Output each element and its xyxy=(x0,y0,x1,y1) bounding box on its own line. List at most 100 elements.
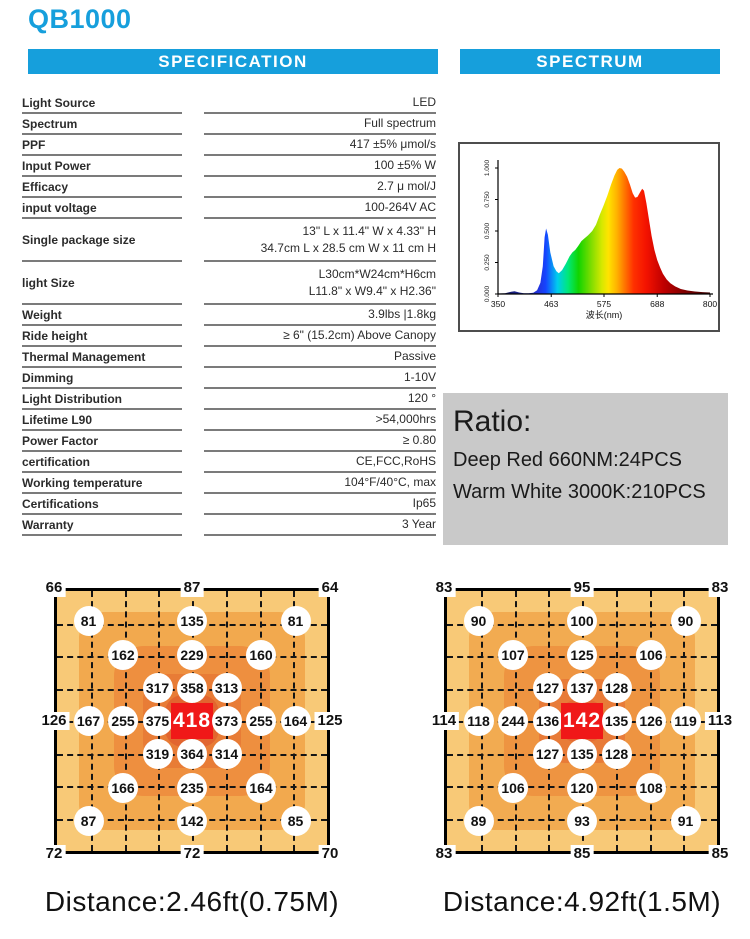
spec-row-value: 3.9lbs |1.8kg xyxy=(204,305,436,326)
svg-text:463: 463 xyxy=(544,299,558,309)
heatmap-value: 255 xyxy=(108,706,138,736)
spec-row-label: Light Source xyxy=(22,93,182,114)
heatmap-value: 375 xyxy=(142,706,173,736)
heatmap-value: 126 xyxy=(636,706,666,736)
spec-row-value: 104°F/40°C, max xyxy=(204,473,436,494)
heatmap-value: 128 xyxy=(601,739,632,770)
heatmap-value: 72 xyxy=(180,845,204,863)
spec-row-value: 13" L x 11.4" W x 4.33" H 34.7cm L x 28.5… xyxy=(204,219,436,262)
spec-row-label: Input Power xyxy=(22,156,182,177)
heatmap-value: 244 xyxy=(498,706,528,736)
heatmap-far: Distance:4.92ft(1.5M) 83 95 83 90 100 90 107 12… xyxy=(414,578,750,917)
spec-row-value: Ip65 xyxy=(204,494,436,515)
spec-row-label: Warranty xyxy=(22,515,182,536)
heatmap-near: Distance:2.46ft(0.75M) 66 87 64 81 135 81 162 2… xyxy=(24,578,360,917)
spectrum-header-bar: SPECTRUM xyxy=(460,49,720,74)
heatmap-value: 100 xyxy=(567,606,597,637)
heatmap-value: 166 xyxy=(108,772,138,803)
heatmap-value: 81 xyxy=(280,606,311,637)
heatmap-value: 70 xyxy=(318,845,342,863)
ratio-box: Ratio: Deep Red 660NM:24PCS Warm White 3… xyxy=(443,393,728,545)
spec-row-label: Efficacy xyxy=(22,177,182,198)
spec-row: Working temperature 104°F/40°C, max xyxy=(22,473,436,494)
heatmap-value: 93 xyxy=(567,805,597,836)
spec-row: light Size L30cm*W24cm*H6cm L11.8" x W9.4"… xyxy=(22,262,436,305)
heatmap-value: 107 xyxy=(498,639,528,670)
svg-text:1.000: 1.000 xyxy=(484,159,491,176)
heatmap-value: 137 xyxy=(567,672,597,703)
heatmap-value: 106 xyxy=(636,639,666,670)
spec-row: Ride height ≥ 6" (15.2cm) Above Canopy xyxy=(22,326,436,347)
heatmap-value: 160 xyxy=(246,639,276,670)
heatmap-value: 87 xyxy=(73,805,104,836)
spectrum-chart: 350 463 575 688 800 0.000 0.250 0.500 0.750 1.000… xyxy=(458,142,720,332)
spec-row: Dimming 1-10V xyxy=(22,368,436,389)
spec-row-label: Dimming xyxy=(22,368,182,389)
heatmap-value: 373 xyxy=(211,706,242,736)
heatmap-value: 317 xyxy=(142,672,173,703)
heatmap-value: 142 xyxy=(177,805,207,836)
heatmap-value: 118 xyxy=(463,706,494,736)
spec-row-label: PPF xyxy=(22,135,182,156)
heatmap-value: 313 xyxy=(211,672,242,703)
spec-table: Light Source LED Spectrum Full spectrum PPF 4… xyxy=(22,93,436,536)
spec-row-label: light Size xyxy=(22,262,182,305)
heatmap-value: 255 xyxy=(246,706,276,736)
heatmap-value: 135 xyxy=(567,739,597,770)
heatmap-center-value: 418 xyxy=(171,703,213,739)
spec-row-label: input voltage xyxy=(22,198,182,219)
spec-row: certification CE,FCC,RoHS xyxy=(22,452,436,473)
svg-text:0.000: 0.000 xyxy=(484,285,491,302)
heatmap-value: 125 xyxy=(567,639,597,670)
spec-row-label: Power Factor xyxy=(22,431,182,452)
spec-row-value: Passive xyxy=(204,347,436,368)
heatmap-value: 162 xyxy=(108,639,138,670)
heatmap-value: 85 xyxy=(570,845,594,863)
svg-text:0.750: 0.750 xyxy=(484,191,491,208)
spec-row: Thermal Management Passive xyxy=(22,347,436,368)
heatmap-value: 364 xyxy=(177,739,207,770)
spec-row: Efficacy 2.7 μ mol/J xyxy=(22,177,436,198)
spec-row-value: ≥ 0.80 xyxy=(204,431,436,452)
heatmap-value: 319 xyxy=(142,739,173,770)
heatmap-value: 127 xyxy=(532,739,563,770)
spec-row: input voltage 100-264V AC xyxy=(22,198,436,219)
ratio-line-deep-red: Deep Red 660NM:24PCS xyxy=(453,449,683,471)
specification-header-label: SPECIFICATION xyxy=(158,51,308,71)
spec-row-value: CE,FCC,RoHS xyxy=(204,452,436,473)
spec-row: Input Power 100 ±5% W xyxy=(22,156,436,177)
heatmap-value: 83 xyxy=(432,579,456,597)
spec-row-value: Full spectrum xyxy=(204,114,436,135)
heatmap-value: 90 xyxy=(463,606,494,637)
heatmap-value: 135 xyxy=(177,606,207,637)
heatmap-value: 128 xyxy=(601,672,632,703)
spec-row-value: ≥ 6" (15.2cm) Above Canopy xyxy=(204,326,436,347)
spectrum-svg: 350 463 575 688 800 0.000 0.250 0.500 0.750 1.000… xyxy=(484,159,717,320)
heatmap-value: 85 xyxy=(708,845,732,863)
spec-row-label: Lifetime L90 xyxy=(22,410,182,431)
heatmap-value: 314 xyxy=(211,739,242,770)
heatmap-value: 114 xyxy=(428,712,460,730)
spec-row-value: 100 ±5% W xyxy=(204,156,436,177)
heatmap-value: 127 xyxy=(532,672,563,703)
heatmap-value: 72 xyxy=(42,845,66,863)
svg-text:0.250: 0.250 xyxy=(484,254,491,271)
spec-row: Certifications Ip65 xyxy=(22,494,436,515)
spec-row-label: Certifications xyxy=(22,494,182,515)
svg-text:0.500: 0.500 xyxy=(484,222,491,239)
heatmap-value: 95 xyxy=(570,579,594,597)
heatmap-value: 113 xyxy=(704,712,736,730)
heatmap-value: 136 xyxy=(532,706,563,736)
spec-row: PPF 417 ±5% μmol/s xyxy=(22,135,436,156)
spec-row-label: Thermal Management xyxy=(22,347,182,368)
spec-row: Warranty 3 Year xyxy=(22,515,436,536)
heatmap-value: 229 xyxy=(177,639,207,670)
spec-row: Spectrum Full spectrum xyxy=(22,114,436,135)
svg-text:350: 350 xyxy=(491,299,505,309)
spec-row-value: 417 ±5% μmol/s xyxy=(204,135,436,156)
spec-row-value: 100-264V AC xyxy=(204,198,436,219)
heatmap-value: 108 xyxy=(636,772,666,803)
spec-row-label: Weight xyxy=(22,305,182,326)
heatmap-value: 66 xyxy=(42,579,66,597)
